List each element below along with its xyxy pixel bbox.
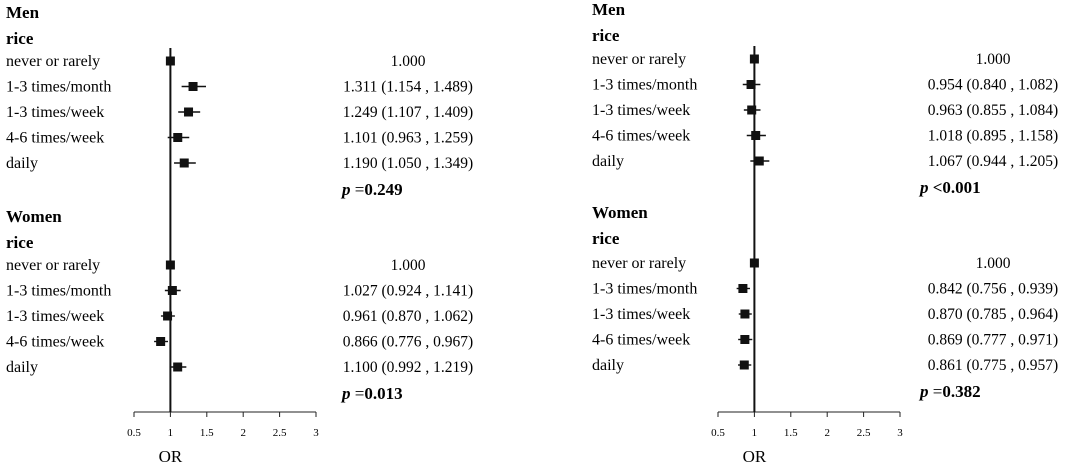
category-label: 1-3 times/week — [592, 102, 690, 119]
or-point — [179, 158, 189, 168]
or-point — [167, 286, 177, 295]
x-tick-label: 1.5 — [784, 427, 798, 439]
or-ci-text: 1.100 (0.992 , 1.219) — [343, 359, 473, 376]
or-ci-text: 0.842 (0.756 , 0.939) — [928, 281, 1058, 298]
group-food-label: rice — [6, 29, 34, 48]
category-label: never or rarely — [592, 51, 686, 68]
x-tick-label: 3 — [313, 427, 319, 439]
x-tick-label: 1.5 — [200, 427, 214, 439]
or-ci-text: 1.067 (0.944 , 1.205) — [928, 153, 1058, 170]
group-sex-label: Women — [6, 207, 62, 226]
category-label: 1-3 times/week — [6, 308, 104, 325]
or-ci-text: 0.869 (0.777 , 0.971) — [928, 332, 1058, 349]
or-ci-text: 1.000 — [391, 257, 426, 274]
category-label: 1-3 times/week — [592, 306, 690, 323]
or-ci-text: 0.866 (0.776 , 0.967) — [343, 334, 473, 351]
p-value-label: p =0.249 — [340, 180, 403, 199]
category-label: daily — [6, 359, 38, 376]
or-point — [165, 260, 175, 270]
x-tick-label: 2.5 — [273, 427, 287, 439]
x-tick-label: 1 — [752, 427, 758, 439]
category-label: 1-3 times/week — [6, 104, 104, 121]
group-sex-label: Men — [592, 0, 626, 19]
category-label: 1-3 times/month — [592, 77, 697, 94]
or-point — [173, 133, 183, 142]
x-tick-label: 2 — [240, 427, 246, 439]
forest-panel-1: 0.5 1 1.5 2 2.5 3 OR Men rice never or rarely 1.00… — [6, 3, 473, 466]
or-point — [746, 80, 756, 89]
or-ci-text: 0.861 (0.775 , 0.957) — [928, 357, 1058, 374]
group-food-label: rice — [592, 26, 620, 45]
or-ci-text: 1.000 — [976, 255, 1011, 272]
or-ci-text: 0.870 (0.785 , 0.964) — [928, 306, 1058, 323]
x-tick-label: 0.5 — [127, 427, 141, 439]
x-tick-label: 1 — [168, 427, 174, 439]
x-tick-label: 3 — [897, 427, 903, 439]
category-label: never or rarely — [6, 257, 100, 274]
or-ci-text: 1.000 — [976, 51, 1011, 68]
category-label: daily — [592, 357, 624, 374]
or-ci-text: 1.000 — [391, 53, 426, 70]
or-point — [754, 156, 764, 166]
or-ci-text: 0.961 (0.870 , 1.062) — [343, 308, 473, 325]
or-point — [156, 337, 166, 346]
or-ci-text: 1.190 (1.050 , 1.349) — [343, 155, 473, 172]
category-label: daily — [6, 155, 38, 172]
or-point — [740, 335, 750, 344]
group-food-label: rice — [6, 233, 34, 252]
p-value-label: p <0.001 — [918, 178, 981, 197]
or-point — [738, 284, 748, 293]
or-ci-text: 1.018 (0.895 , 1.158) — [928, 128, 1058, 145]
p-value-label: p =0.382 — [918, 382, 981, 401]
x-tick-label: 0.5 — [711, 427, 725, 439]
or-point — [184, 107, 194, 117]
category-label: never or rarely — [6, 53, 100, 70]
category-label: 4-6 times/week — [6, 130, 104, 147]
category-label: 4-6 times/week — [6, 334, 104, 351]
or-point — [173, 362, 183, 372]
or-ci-text: 1.249 (1.107 , 1.409) — [343, 104, 473, 121]
or-ci-text: 0.963 (0.855 , 1.084) — [928, 102, 1058, 119]
or-ci-text: 1.027 (0.924 , 1.141) — [343, 283, 473, 300]
group-sex-label: Men — [6, 3, 40, 22]
x-tick-label: 2 — [824, 427, 830, 439]
category-label: daily — [592, 153, 624, 170]
group-food-label: rice — [592, 229, 620, 248]
or-point — [751, 131, 761, 140]
category-label: 1-3 times/month — [6, 79, 111, 96]
category-label: 4-6 times/week — [592, 128, 690, 145]
category-label: 1-3 times/month — [592, 281, 697, 298]
or-ci-text: 1.101 (0.963 , 1.259) — [343, 130, 473, 147]
x-axis-label: OR — [159, 447, 183, 466]
forest-panel-2: 0.5 1 1.5 2 2.5 3 OR Men rice never or rarely 1.00… — [592, 0, 1058, 466]
category-label: never or rarely — [592, 255, 686, 272]
group-sex-label: Women — [592, 203, 648, 222]
or-ci-text: 1.311 (1.154 , 1.489) — [343, 79, 473, 96]
or-point — [747, 105, 757, 115]
or-point — [749, 258, 759, 268]
or-point — [165, 56, 175, 66]
category-label: 4-6 times/week — [592, 332, 690, 349]
or-point — [163, 311, 173, 321]
x-tick-label: 2.5 — [857, 427, 871, 439]
or-point — [188, 82, 198, 91]
or-ci-text: 0.954 (0.840 , 1.082) — [928, 77, 1058, 94]
x-axis-label: OR — [743, 447, 767, 466]
or-point — [740, 309, 750, 319]
or-point — [739, 360, 749, 370]
p-value-label: p =0.013 — [340, 384, 403, 403]
category-label: 1-3 times/month — [6, 283, 111, 300]
or-point — [749, 54, 759, 64]
